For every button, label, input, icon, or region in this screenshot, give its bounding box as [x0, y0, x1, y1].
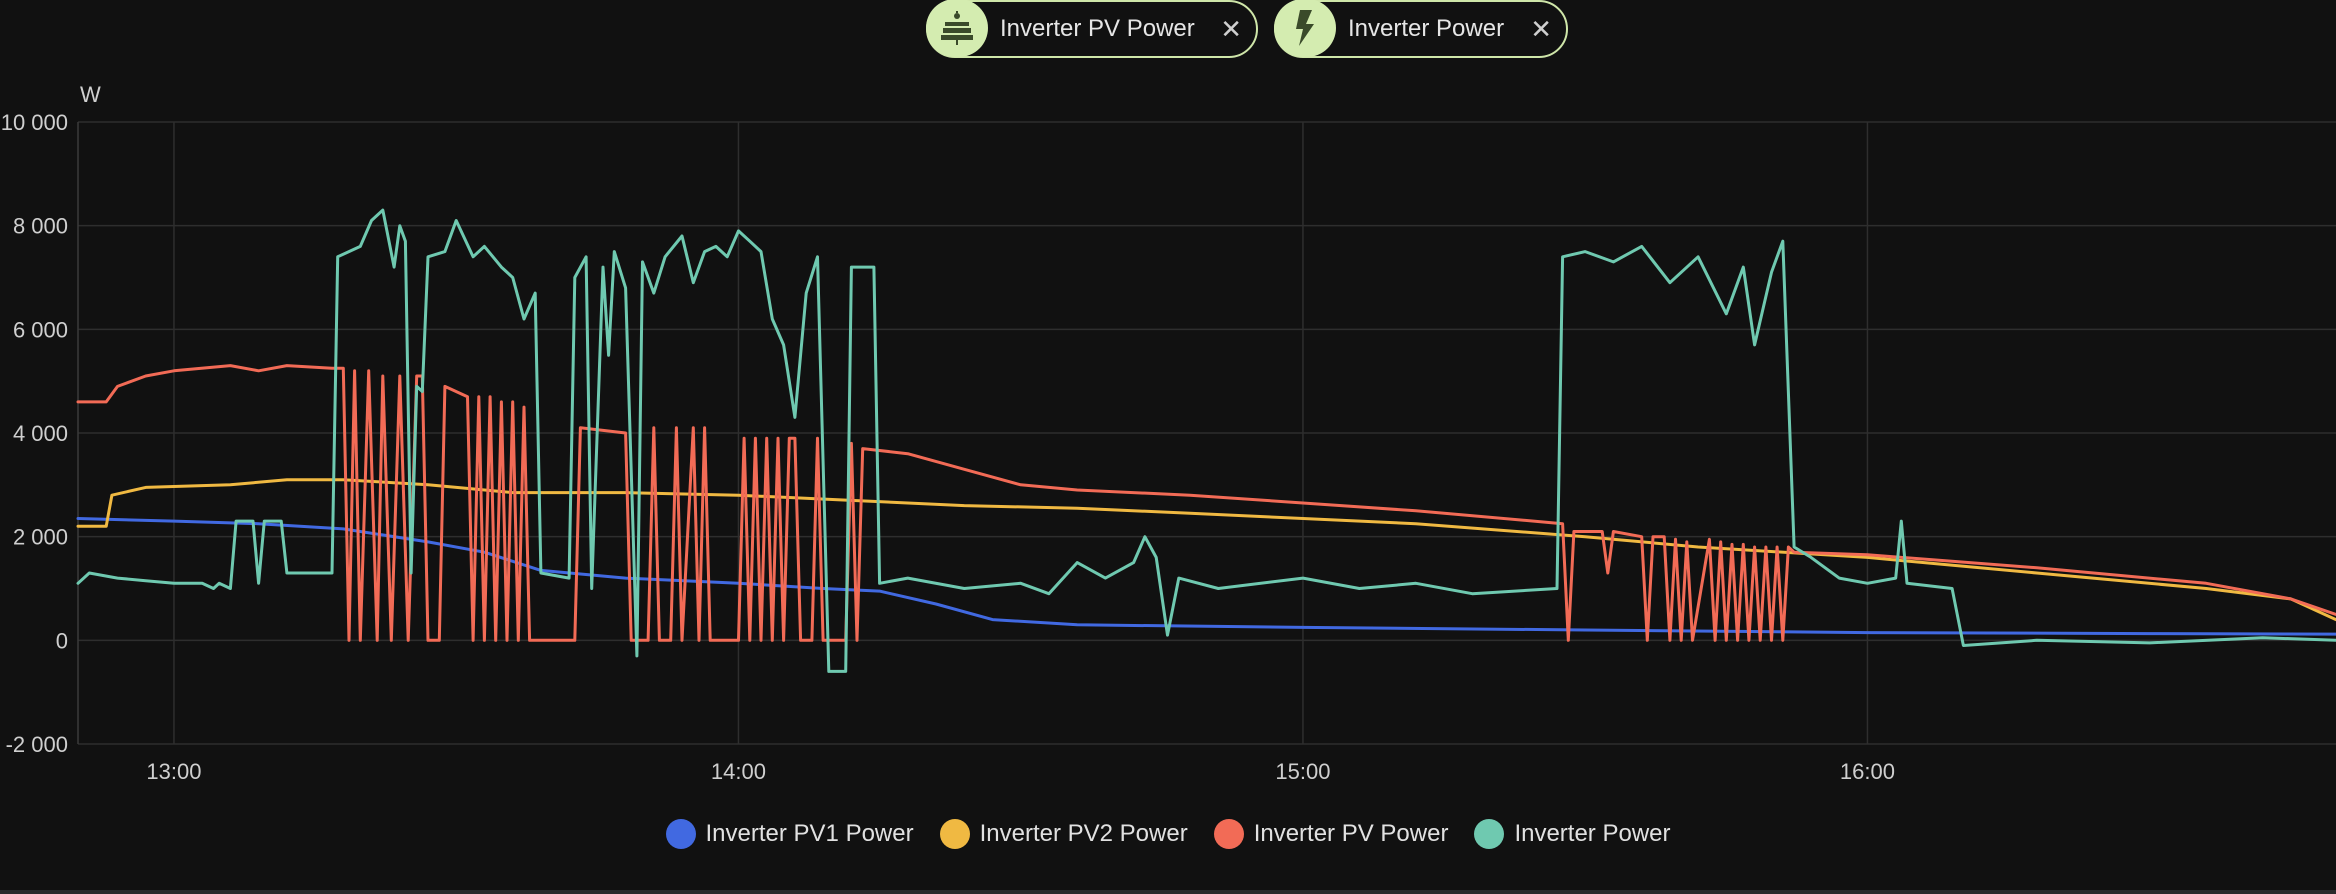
x-tick-label: 13:00 [146, 759, 201, 784]
filter-chip-label: Inverter Power [1348, 15, 1505, 42]
y-tick-label: 6 000 [13, 317, 68, 342]
legend-color-dot [665, 819, 696, 849]
legend-label: Inverter PV2 Power [979, 820, 1188, 847]
x-tick-label: 15:00 [1275, 759, 1330, 784]
filter-chip-inverter-pv-power[interactable]: Inverter PV Power ✕ [926, 0, 1258, 58]
y-tick-label: -2 000 [6, 732, 68, 757]
legend-item[interactable]: Inverter Power [1474, 819, 1671, 849]
y-tick-label: 4 000 [13, 421, 68, 446]
y-tick-label: 8 000 [13, 214, 68, 239]
y-tick-label: 10 000 [1, 110, 68, 135]
y-tick-label: 2 000 [13, 525, 68, 550]
grid [78, 121, 2336, 745]
x-tick-label: 14:00 [711, 759, 766, 784]
legend-item[interactable]: Inverter PV Power [1213, 819, 1449, 849]
close-icon[interactable]: ✕ [1530, 13, 1552, 44]
y-tick-label: 0 [56, 628, 68, 653]
legend-label: Inverter PV1 Power [705, 820, 914, 847]
solar-panel-icon [926, 0, 988, 57]
series-line-inverter-pv1-power[interactable] [76, 517, 2336, 636]
legend-item[interactable]: Inverter PV2 Power [939, 819, 1188, 849]
filter-chip-label: Inverter PV Power [1000, 15, 1195, 42]
x-tick-label: 16:00 [1840, 759, 1895, 784]
filter-chip-bar: Inverter PV Power ✕ Inverter Power ✕ [0, 0, 2336, 62]
series-line-inverter-pv2-power[interactable] [76, 478, 2336, 622]
legend-color-dot [939, 819, 970, 849]
series-line-inverter-power[interactable] [76, 208, 2336, 673]
close-icon[interactable]: ✕ [1220, 13, 1242, 44]
legend-item[interactable]: Inverter PV1 Power [665, 819, 914, 849]
legend-label: Inverter Power [1514, 820, 1671, 847]
legend-color-dot [1474, 819, 1505, 849]
axes: -2 000 0 2 000 4 000 6 000 8 000 10 000 13:00 14… [1, 82, 1895, 784]
filter-chip-inverter-power[interactable]: Inverter Power ✕ [1274, 0, 1568, 58]
legend-label: Inverter PV Power [1253, 820, 1449, 847]
series [76, 208, 2336, 673]
lightning-bolt-icon [1274, 0, 1336, 57]
chart-legend: Inverter PV1 Power Inverter PV2 Power Inve… [0, 812, 2336, 856]
bottom-border [0, 890, 2336, 894]
y-axis-unit-label: W [80, 82, 101, 107]
power-line-chart[interactable]: -2 000 0 2 000 4 000 6 000 8 000 10 000 13:00 14… [0, 0, 2336, 810]
legend-color-dot [1213, 819, 1244, 849]
